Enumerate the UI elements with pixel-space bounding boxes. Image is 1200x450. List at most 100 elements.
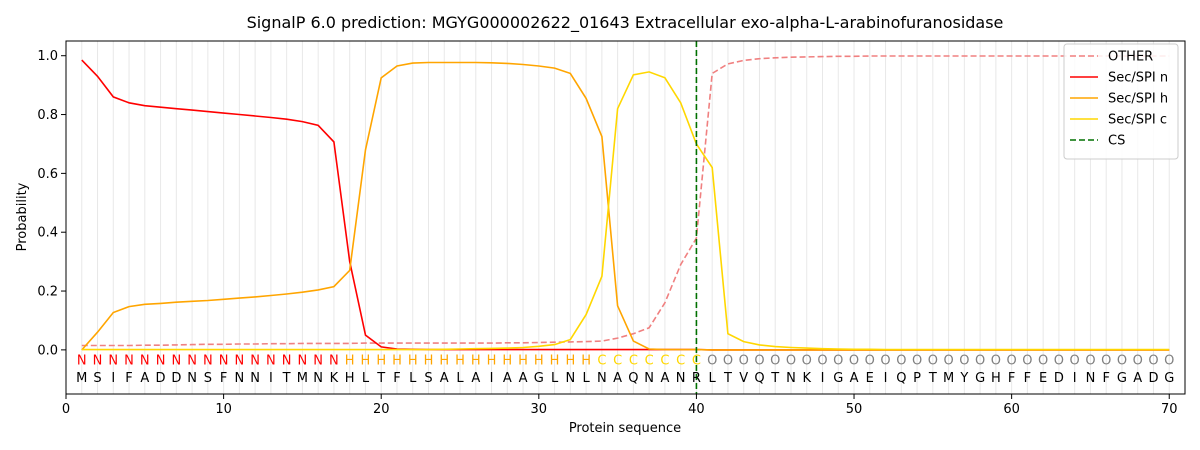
- region-label: N: [234, 354, 244, 369]
- residue-letter: N: [1086, 371, 1096, 386]
- residue-letter: M: [943, 371, 954, 386]
- residue-letter: G: [534, 371, 544, 386]
- residue-letter: I: [269, 371, 273, 386]
- residue-letter: R: [692, 371, 701, 386]
- residue-letter: L: [551, 371, 559, 386]
- y-axis-label: Probability: [15, 182, 30, 251]
- legend: OTHER Sec/SPI n Sec/SPI h Sec/SPI c CS: [1063, 43, 1179, 160]
- residue-letter: A: [660, 371, 669, 386]
- legend-label: OTHER: [1108, 50, 1153, 65]
- residue-letter: A: [519, 371, 528, 386]
- residue-letter: K: [330, 371, 339, 386]
- y-tick-label: 0.0: [37, 343, 58, 358]
- region-label: O: [865, 354, 875, 369]
- residue-letter: T: [376, 371, 385, 386]
- region-label: H: [534, 354, 544, 369]
- region-label: C: [692, 354, 701, 369]
- residue-letter: N: [187, 371, 197, 386]
- region-label: H: [487, 354, 497, 369]
- region-label: C: [645, 354, 654, 369]
- residue-letter: L: [709, 371, 717, 386]
- legend-label: Sec/SPI h: [1108, 92, 1168, 107]
- y-tick-label: 0.4: [37, 226, 58, 241]
- residue-letter: F: [393, 371, 400, 386]
- region-label: H: [518, 354, 528, 369]
- x-tick-label: 40: [688, 402, 705, 417]
- region-label: N: [140, 354, 150, 369]
- residue-letter: F: [125, 371, 132, 386]
- region-label: N: [171, 354, 181, 369]
- residue-letter: N: [644, 371, 654, 386]
- legend-label: Sec/SPI c: [1108, 113, 1167, 128]
- region-label: N: [203, 354, 213, 369]
- region-label: O: [1022, 354, 1032, 369]
- region-label: O: [1133, 354, 1143, 369]
- residue-letter: T: [282, 371, 291, 386]
- region-label: O: [817, 354, 827, 369]
- region-label: H: [439, 354, 449, 369]
- region-label: N: [329, 354, 339, 369]
- residue-letter: F: [1102, 371, 1109, 386]
- region-label: O: [959, 354, 969, 369]
- x-tick-label: 30: [531, 402, 548, 417]
- region-label: N: [108, 354, 118, 369]
- residue-letter: N: [786, 371, 796, 386]
- region-label: O: [1117, 354, 1127, 369]
- residue-letter: N: [676, 371, 686, 386]
- region-label: O: [1070, 354, 1080, 369]
- residue-letter: Y: [959, 371, 968, 386]
- region-label: H: [502, 354, 512, 369]
- y-tick-label: 1.0: [37, 49, 58, 64]
- region-label: O: [1085, 354, 1095, 369]
- residue-letter: I: [1073, 371, 1077, 386]
- residue-letter: H: [991, 371, 1001, 386]
- region-label: O: [880, 354, 890, 369]
- residue-letter: S: [204, 371, 212, 386]
- region-label: C: [660, 354, 669, 369]
- residue-letter: L: [456, 371, 464, 386]
- region-label: H: [565, 354, 575, 369]
- residue-letter: I: [111, 371, 115, 386]
- region-label: C: [676, 354, 685, 369]
- legend-label: Sec/SPI n: [1108, 71, 1168, 86]
- plot-frame: [65, 40, 1186, 395]
- region-label: N: [266, 354, 276, 369]
- region-label: O: [723, 354, 733, 369]
- series-line: [81, 61, 1170, 351]
- region-label: H: [581, 354, 591, 369]
- region-label: N: [93, 354, 103, 369]
- residue-letter: G: [1117, 371, 1127, 386]
- region-label: O: [1148, 354, 1158, 369]
- region-label: O: [754, 354, 764, 369]
- residue-letter: A: [503, 371, 512, 386]
- series-layer: [81, 41, 1170, 394]
- region-label: O: [833, 354, 843, 369]
- region-label: O: [991, 354, 1001, 369]
- region-label: O: [1007, 354, 1017, 369]
- residue-letter: K: [802, 371, 811, 386]
- region-label: H: [455, 354, 465, 369]
- region-label: O: [849, 354, 859, 369]
- residue-letter: M: [76, 371, 87, 386]
- y-tick-label: 0.8: [37, 108, 58, 123]
- residue-letter: A: [471, 371, 480, 386]
- residue-letter: Q: [628, 371, 638, 386]
- region-label: O: [802, 354, 812, 369]
- residue-letter: D: [1054, 371, 1064, 386]
- x-tick-label: 50: [846, 402, 863, 417]
- region-label: O: [912, 354, 922, 369]
- region-label: O: [707, 354, 717, 369]
- x-axis-label: Protein sequence: [569, 421, 681, 436]
- residue-letter: S: [424, 371, 432, 386]
- region-label: H: [471, 354, 481, 369]
- y-tick-label: 0.6: [37, 167, 58, 182]
- region-label: O: [1038, 354, 1048, 369]
- residue-letter: N: [234, 371, 244, 386]
- residue-letter: T: [770, 371, 779, 386]
- residue-letter: A: [1133, 371, 1142, 386]
- residue-letter: I: [490, 371, 494, 386]
- residue-letter: P: [913, 371, 921, 386]
- region-label: C: [629, 354, 638, 369]
- region-label: N: [124, 354, 134, 369]
